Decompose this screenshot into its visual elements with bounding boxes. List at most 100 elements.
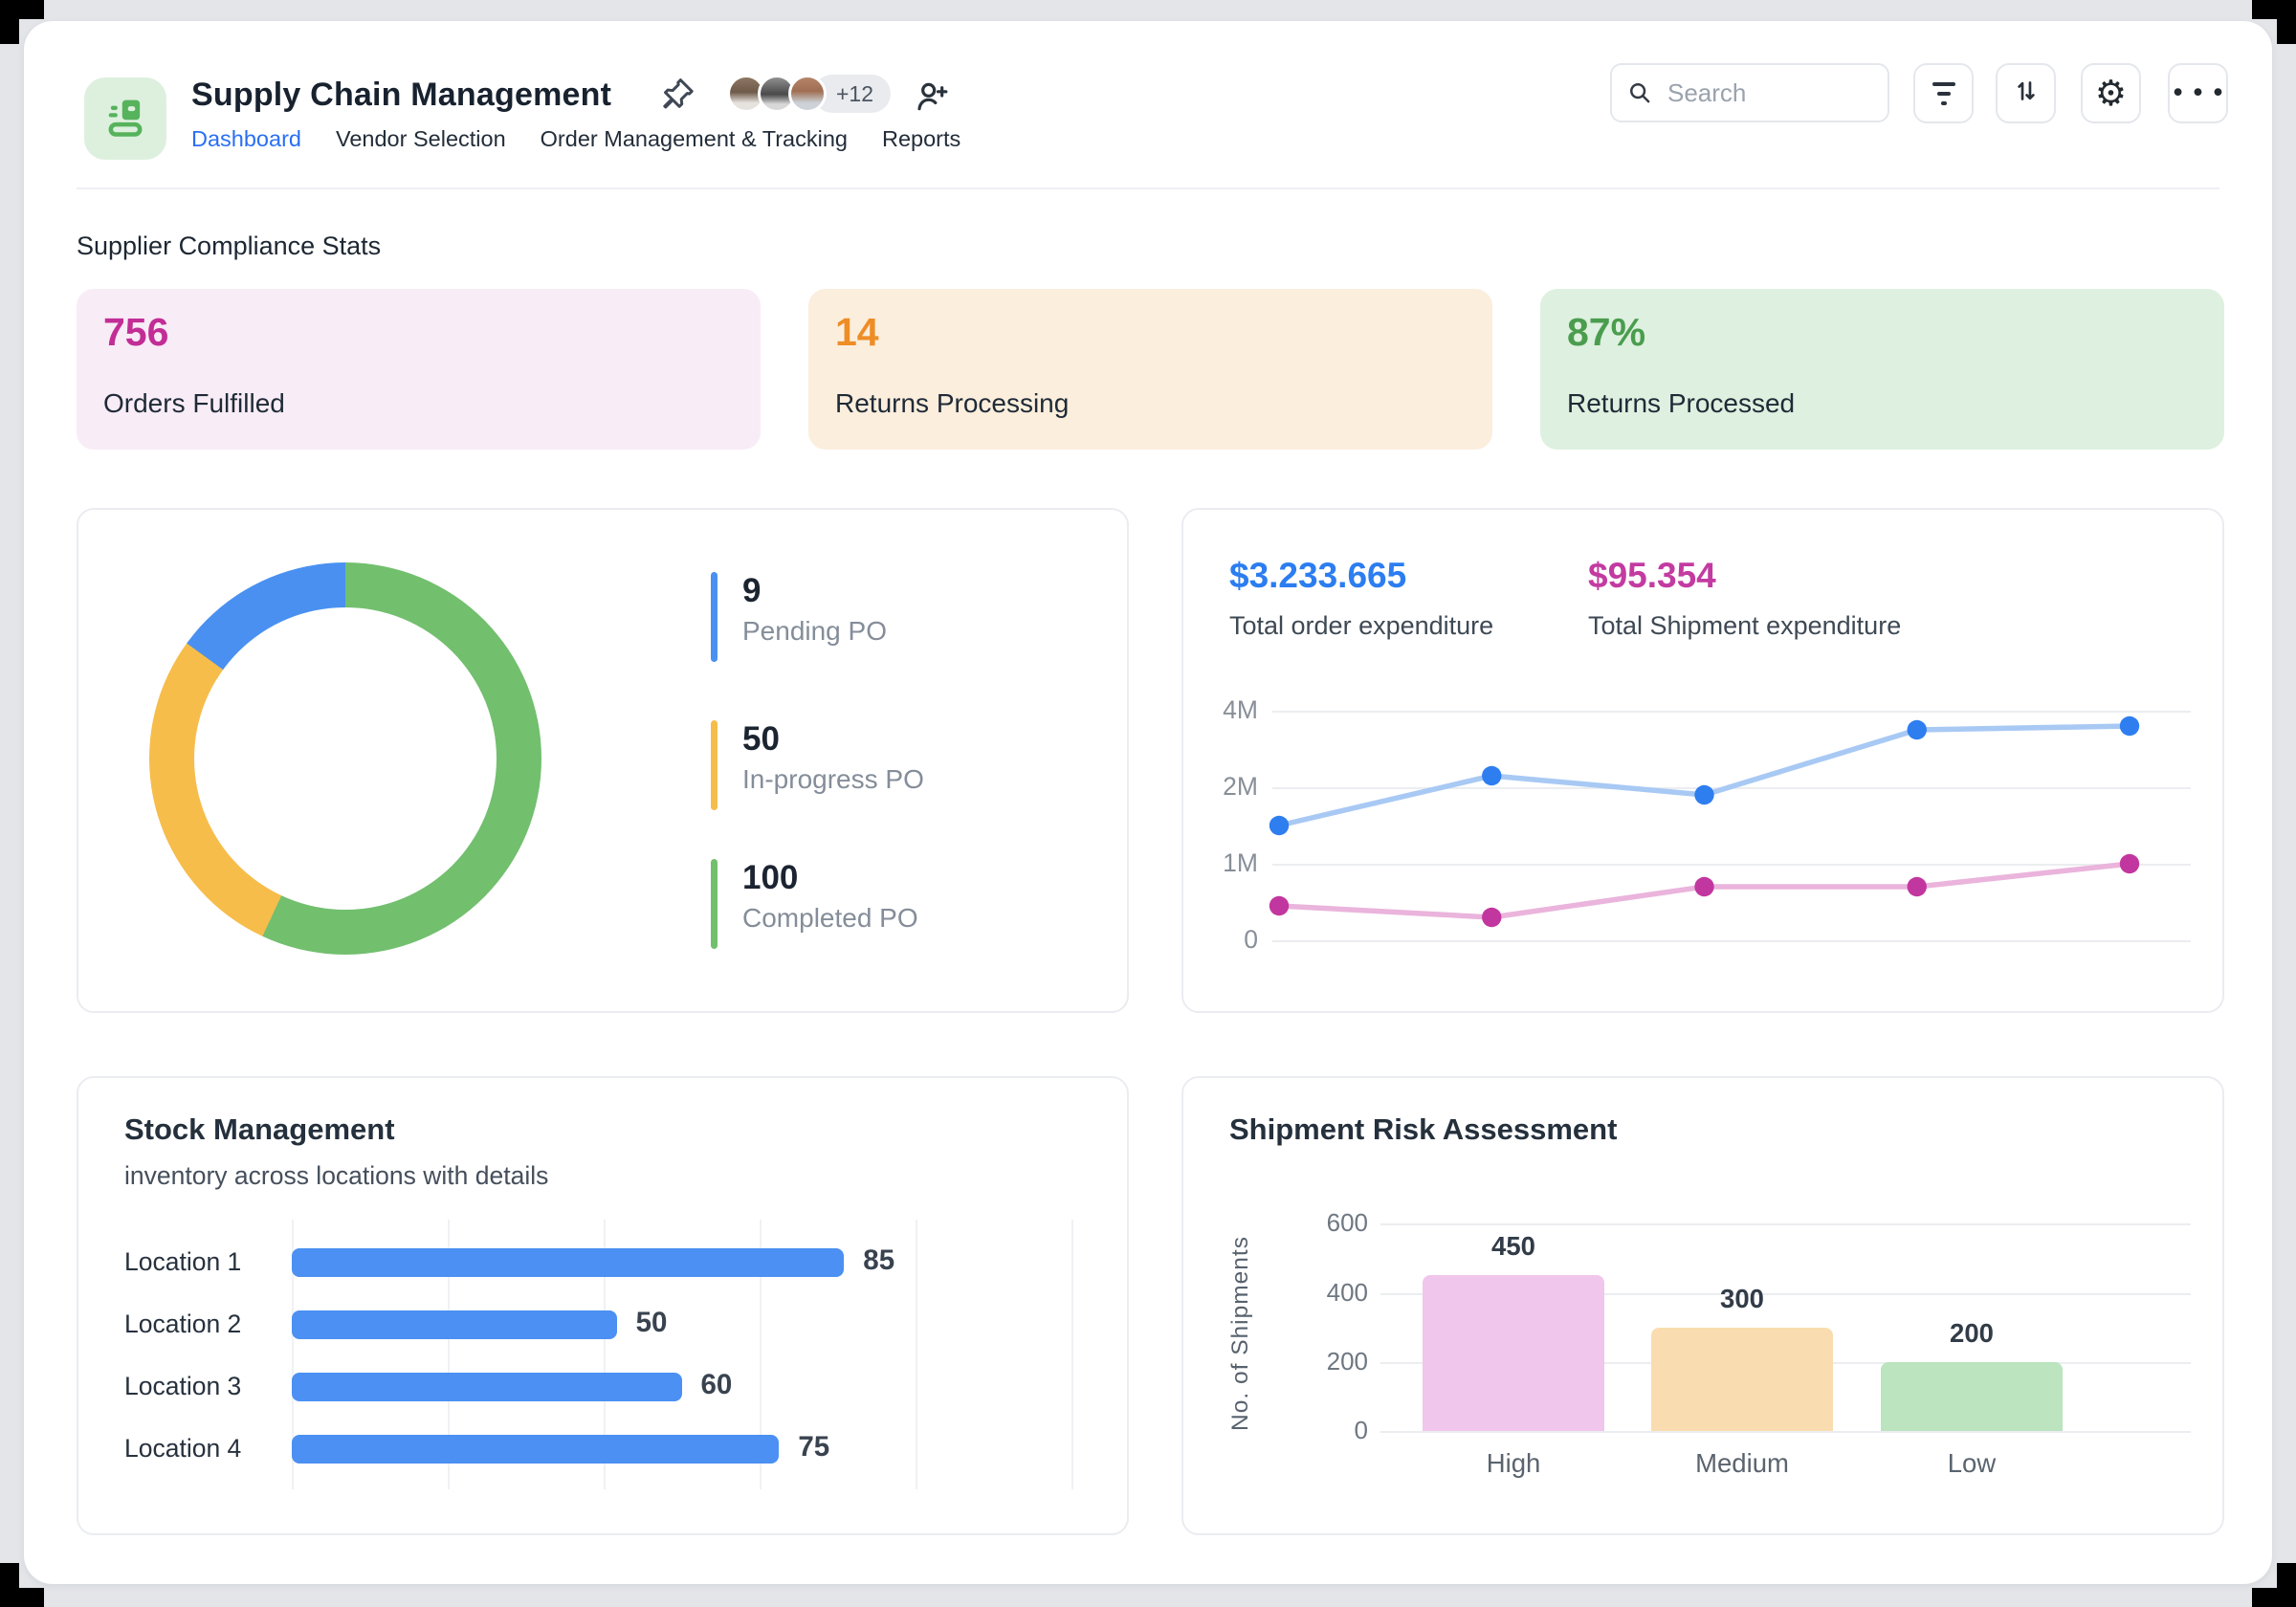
- gridline: [292, 1220, 294, 1489]
- bar-value-label: 300: [1720, 1283, 1764, 1313]
- filter-button[interactable]: [1913, 63, 1974, 123]
- bar-category-label: Low: [1947, 1448, 1997, 1478]
- bar-value-label: 200: [1950, 1317, 1994, 1348]
- legend-label: Pending PO: [742, 616, 887, 647]
- more-button[interactable]: •••: [2168, 63, 2228, 123]
- gridline: [760, 1220, 762, 1489]
- nav-tab-reports[interactable]: Reports: [881, 126, 961, 151]
- expenditure-line-chart: [1269, 715, 2140, 928]
- gridline: [1071, 1220, 1073, 1489]
- y-axis-tick: 0: [1354, 1416, 1368, 1444]
- legend-color-bar: [711, 572, 718, 662]
- legend-value: 9: [742, 572, 762, 609]
- risk-bar-low: [1881, 1361, 2063, 1431]
- shipment-risk-card: [1181, 1076, 2224, 1535]
- legend-color-bar: [711, 859, 718, 949]
- nav-tab-vendor-selection[interactable]: Vendor Selection: [335, 126, 506, 151]
- bar-value-label: 60: [700, 1369, 733, 1400]
- po-donut: [149, 562, 541, 955]
- settings-button[interactable]: ⚙: [2081, 63, 2141, 123]
- bar-value-label: 450: [1491, 1231, 1535, 1262]
- app-window: Supply Chain Management +12: [24, 21, 2272, 1584]
- avatar[interactable]: [788, 75, 827, 113]
- y-axis-tick: 600: [1326, 1208, 1368, 1237]
- legend-color-bar: [711, 720, 718, 810]
- stock-bar: [292, 1310, 617, 1339]
- risk-bar-high: [1423, 1275, 1604, 1431]
- add-user-button[interactable]: [912, 78, 952, 119]
- legend-label: In-progress PO: [742, 764, 924, 795]
- shipment-box-icon: [100, 92, 150, 146]
- shipment-expenditure-total: $95.354 Total Shipment expenditure: [1588, 556, 1901, 641]
- y-axis-tick: 400: [1326, 1278, 1368, 1307]
- stat-card: 87% Returns Processed: [1540, 289, 2224, 450]
- stock-bar: [292, 1435, 780, 1464]
- legend-value: 50: [742, 720, 780, 758]
- search-input[interactable]: [1666, 77, 1861, 109]
- bar-category-label: Location 1: [124, 1247, 242, 1276]
- y-axis-label: No. of Shipments: [1227, 1236, 1253, 1431]
- collaborator-avatars[interactable]: +12: [727, 75, 892, 113]
- crop-mark: [2252, 0, 2296, 44]
- stat-label: Returns Processing: [835, 388, 1070, 418]
- bar-value-label: 75: [798, 1431, 830, 1463]
- crop-mark: [2252, 1563, 2296, 1607]
- sort-button[interactable]: [1996, 63, 2056, 123]
- y-axis-tick: 2M: [1223, 772, 1258, 801]
- stat-value: 14: [835, 310, 879, 354]
- gear-icon: ⚙: [2094, 73, 2128, 114]
- expenditure-card: [1181, 508, 2224, 1013]
- bar-category-label: Location 3: [124, 1372, 242, 1400]
- gridline: [1272, 940, 2191, 942]
- section-title: Supplier Compliance Stats: [77, 231, 382, 260]
- gridline: [604, 1220, 606, 1489]
- stock-title: Stock Management: [124, 1112, 395, 1146]
- pin-icon: [658, 76, 698, 121]
- stock-bar: [292, 1373, 682, 1401]
- y-axis-tick: 200: [1326, 1347, 1368, 1376]
- sort-icon: [2010, 75, 2042, 112]
- ellipsis-icon: •••: [2170, 78, 2231, 108]
- bar-category-label: Medium: [1695, 1448, 1789, 1478]
- total-value: $3.233.665: [1229, 556, 1407, 595]
- main-nav: Dashboard Vendor Selection Order Managem…: [191, 126, 960, 152]
- stat-value: 756: [103, 310, 169, 354]
- pin-button[interactable]: [657, 77, 699, 119]
- legend-item-pending: 9 Pending PO: [711, 572, 887, 662]
- gridline: [1272, 711, 2191, 713]
- bar-value-label: 85: [863, 1244, 895, 1276]
- person-add-icon: [913, 77, 951, 121]
- stat-label: Orders Fulfilled: [103, 388, 285, 418]
- order-expenditure-total: $3.233.665 Total order expenditure: [1229, 556, 1493, 641]
- search-box[interactable]: [1610, 63, 1889, 122]
- stat-card: 756 Orders Fulfilled: [77, 289, 761, 450]
- nav-tab-order-management[interactable]: Order Management & Tracking: [540, 126, 848, 151]
- page-title: Supply Chain Management: [191, 77, 612, 113]
- crop-mark: [0, 1563, 44, 1607]
- stat-label: Returns Processed: [1567, 388, 1796, 418]
- gridline: [1272, 864, 2191, 866]
- bar-category-label: High: [1486, 1448, 1541, 1478]
- bar-value-label: 50: [635, 1307, 668, 1338]
- risk-bar-medium: [1651, 1327, 1833, 1431]
- gridline: [448, 1220, 450, 1489]
- bar-category-label: Location 4: [124, 1434, 242, 1463]
- y-axis-tick: 0: [1244, 925, 1258, 954]
- y-axis-tick: 1M: [1223, 848, 1258, 877]
- crop-mark: [0, 0, 44, 44]
- app-logo: [84, 77, 166, 160]
- total-value: $95.354: [1588, 556, 1716, 595]
- gridline: [1380, 1223, 2191, 1225]
- search-icon: [1625, 78, 1654, 107]
- stock-subtitle: inventory across locations with details: [124, 1161, 549, 1190]
- nav-tab-dashboard[interactable]: Dashboard: [191, 126, 301, 151]
- y-axis-tick: 4M: [1223, 695, 1258, 724]
- bar-category-label: Location 2: [124, 1310, 242, 1338]
- avatar-overflow-badge[interactable]: +12: [813, 75, 892, 113]
- risk-title: Shipment Risk Assessment: [1229, 1112, 1618, 1146]
- gridline: [916, 1220, 917, 1489]
- legend-value: 100: [742, 859, 799, 896]
- legend-item-in-progress: 50 In-progress PO: [711, 720, 924, 810]
- stock-bar: [292, 1248, 845, 1277]
